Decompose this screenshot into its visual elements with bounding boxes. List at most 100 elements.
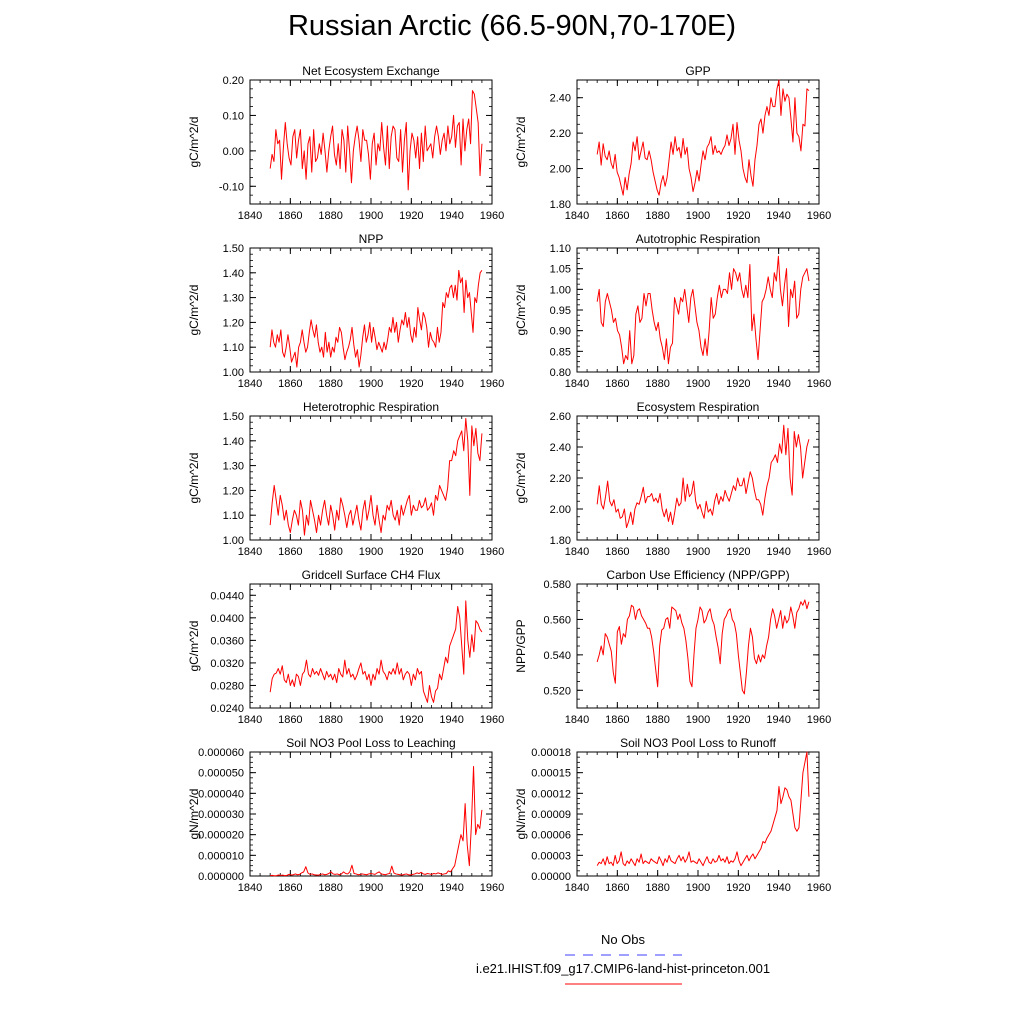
y-tick-label: 0.540: [543, 650, 571, 662]
chart-panel-10: Soil NO3 Pool Loss to Runoff gN/m^2/d 1840…: [514, 736, 831, 894]
x-tick-label: 1900: [359, 210, 383, 222]
panel-title: Autotrophic Respiration: [636, 232, 761, 246]
y-tick-label: 1.10: [550, 243, 571, 255]
x-tick-label: 1960: [480, 210, 504, 222]
y-tick-label: 1.40: [223, 436, 244, 448]
x-tick-label: 1920: [399, 714, 423, 726]
y-axis-label: gC/m^2/d: [187, 453, 201, 504]
figure-title: Russian Arctic (66.5-90N,70-170E): [287, 10, 737, 42]
y-tick-label: 0.0240: [210, 703, 244, 715]
y-axis-label: gC/m^2/d: [187, 117, 201, 168]
x-tick-label: 1840: [565, 714, 589, 726]
y-axis-label: gN/m^2/d: [187, 789, 201, 840]
x-tick-label: 1900: [359, 378, 383, 390]
y-tick-label: 2.00: [550, 504, 571, 516]
x-tick-label: 1860: [605, 210, 629, 222]
chart-panel-9: Soil NO3 Pool Loss to Leaching gN/m^2/d 18…: [187, 736, 504, 894]
y-tick-label: 1.50: [223, 243, 244, 255]
x-tick-label: 1920: [399, 546, 423, 558]
x-tick-label: 1960: [480, 378, 504, 390]
plot-frame: [249, 247, 493, 373]
x-tick-label: 1840: [238, 546, 262, 558]
x-tick-label: 1860: [278, 378, 302, 390]
y-tick-label: 1.80: [550, 535, 571, 547]
y-axis-label: gC/m^2/d: [514, 285, 528, 336]
x-tick-label: 1860: [605, 882, 629, 894]
y-tick-label: 0.580: [543, 579, 571, 591]
x-tick-label: 1960: [807, 378, 831, 390]
x-tick-label: 1860: [278, 210, 302, 222]
y-tick-label: 1.20: [223, 317, 244, 329]
y-tick-label: 0.95: [550, 305, 571, 317]
plot-frame: [249, 415, 493, 541]
panel-title: Soil NO3 Pool Loss to Leaching: [286, 736, 455, 750]
x-tick-label: 1880: [318, 378, 342, 390]
model-series-line: [269, 417, 483, 536]
x-tick-label: 1840: [565, 210, 589, 222]
model-series-line: [596, 751, 810, 867]
panel-title: Soil NO3 Pool Loss to Runoff: [620, 736, 777, 750]
x-tick-label: 1920: [399, 210, 423, 222]
y-tick-label: 0.000060: [198, 747, 244, 759]
panel-title: Carbon Use Efficiency (NPP/GPP): [606, 568, 789, 582]
y-tick-label: 2.40: [550, 442, 571, 454]
x-tick-label: 1840: [238, 714, 262, 726]
panel-title: Ecosystem Respiration: [637, 400, 760, 414]
y-tick-label: 0.000040: [198, 788, 244, 800]
chart-panel-5: Heterotrophic Respiration gC/m^2/d 1840 186…: [187, 400, 504, 558]
x-tick-label: 1940: [766, 546, 790, 558]
y-tick-label: 0.0320: [210, 658, 244, 670]
x-tick-label: 1860: [605, 714, 629, 726]
x-tick-label: 1860: [278, 882, 302, 894]
x-tick-label: 1900: [686, 546, 710, 558]
x-tick-label: 1900: [686, 378, 710, 390]
x-tick-label: 1940: [766, 210, 790, 222]
y-tick-label: 0.00018: [531, 747, 571, 759]
x-tick-label: 1960: [807, 882, 831, 894]
x-tick-label: 1920: [726, 714, 750, 726]
y-tick-label: 2.60: [550, 411, 571, 423]
x-tick-label: 1920: [399, 378, 423, 390]
panel-title: Heterotrophic Respiration: [303, 400, 439, 414]
x-tick-label: 1920: [726, 210, 750, 222]
x-tick-label: 1920: [726, 882, 750, 894]
chart-panel-1: Net Ecosystem Exchange gC/m^2/d 1840 1860 18…: [187, 64, 504, 222]
x-tick-label: 1840: [238, 210, 262, 222]
y-axis-label: NPP/GPP: [514, 619, 528, 672]
chart-panel-7: Gridcell Surface CH4 Flux gC/m^2/d 1840 186…: [187, 568, 504, 726]
plot-frame: [576, 751, 820, 877]
model-series-line: [269, 600, 483, 703]
y-tick-label: 1.00: [550, 284, 571, 296]
y-tick-label: 0.20: [223, 75, 244, 87]
y-tick-label: 0.00006: [531, 830, 571, 842]
y-tick-label: 0.00009: [531, 809, 571, 821]
y-tick-label: 0.00: [223, 146, 244, 158]
y-axis-label: gC/m^2/d: [187, 621, 201, 672]
x-tick-label: 1860: [605, 378, 629, 390]
y-tick-label: 0.000050: [198, 768, 244, 780]
x-tick-label: 1920: [399, 882, 423, 894]
model-series-line: [269, 269, 483, 368]
chart-panel-6: Ecosystem Respiration gC/m^2/d 1840 1860 188…: [514, 400, 831, 558]
y-tick-label: 0.90: [550, 326, 571, 338]
y-tick-label: 0.000020: [198, 830, 244, 842]
x-tick-label: 1860: [278, 714, 302, 726]
y-tick-label: 1.05: [550, 264, 571, 276]
model-series-line: [596, 255, 810, 365]
x-tick-label: 1900: [686, 210, 710, 222]
y-tick-label: 1.40: [223, 268, 244, 280]
model-series-line: [269, 90, 483, 191]
plot-frame: [249, 583, 493, 709]
y-tick-label: 2.40: [550, 93, 571, 105]
y-tick-label: 0.0360: [210, 635, 244, 647]
plot-frame: [576, 247, 820, 373]
y-tick-label: 1.10: [223, 342, 244, 354]
x-tick-label: 1880: [318, 882, 342, 894]
y-tick-label: 0.00012: [531, 788, 571, 800]
y-tick-label: 1.00: [223, 367, 244, 379]
model-series-line: [596, 599, 810, 695]
x-tick-label: 1900: [359, 714, 383, 726]
x-tick-label: 1880: [318, 714, 342, 726]
y-tick-label: 1.20: [223, 485, 244, 497]
